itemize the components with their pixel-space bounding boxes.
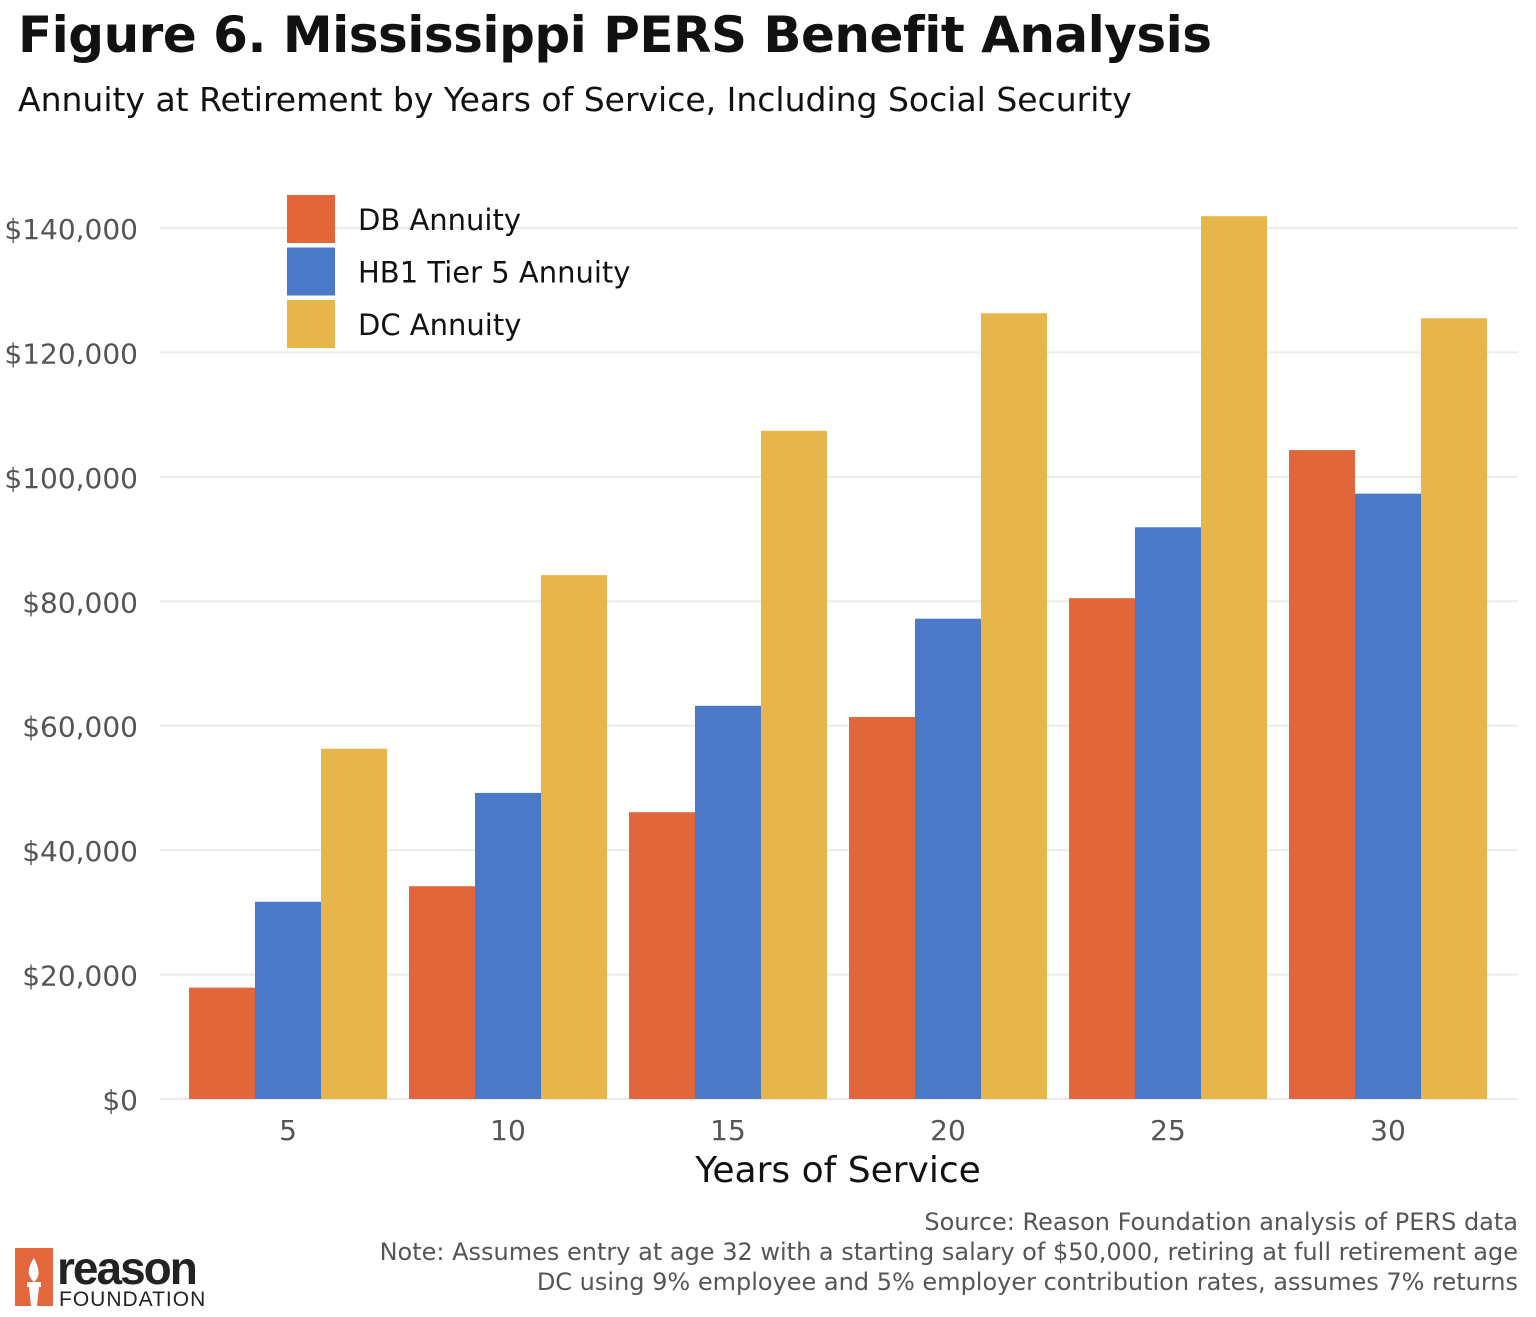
x-tick-label: 10 <box>490 1114 526 1147</box>
bar-hb1-tier-5-annuity-5 <box>255 901 321 1099</box>
y-tick-label: $100,000 <box>4 462 138 495</box>
legend-swatch <box>287 195 335 243</box>
x-tick-label: 25 <box>1150 1114 1186 1147</box>
reason-foundation-logo: reason FOUNDATION <box>15 1244 235 1310</box>
bar-dc-annuity-10 <box>541 575 607 1099</box>
legend-swatch <box>287 300 335 348</box>
logo-subtitle: FOUNDATION <box>59 1288 206 1310</box>
legend-label: DB Annuity <box>358 203 521 237</box>
y-tick-label: $0 <box>102 1084 138 1117</box>
x-tick-label: 30 <box>1370 1114 1406 1147</box>
legend-label: DC Annuity <box>358 308 521 342</box>
legend-label: HB1 Tier 5 Annuity <box>358 256 630 290</box>
bar-hb1-tier-5-annuity-10 <box>475 792 541 1099</box>
y-tick-label: $120,000 <box>4 337 138 370</box>
chart-subtitle: Annuity at Retirement by Years of Servic… <box>18 80 1132 119</box>
y-tick-label: $80,000 <box>22 586 138 619</box>
bar-hb1-tier-5-annuity-15 <box>695 705 761 1099</box>
bar-db-annuity-20 <box>849 717 915 1099</box>
bar-db-annuity-30 <box>1289 450 1355 1100</box>
bar-dc-annuity-20 <box>981 313 1047 1099</box>
x-tick-label: 20 <box>930 1114 966 1147</box>
bar-db-annuity-25 <box>1069 598 1135 1099</box>
y-tick-label: $60,000 <box>22 711 138 744</box>
bar-hb1-tier-5-annuity-30 <box>1355 493 1421 1099</box>
bar-dc-annuity-25 <box>1201 216 1267 1099</box>
bar-dc-annuity-30 <box>1421 318 1487 1100</box>
bar-hb1-tier-5-annuity-20 <box>915 618 981 1099</box>
assumption-note: Note: Assumes entry at age 32 with a sta… <box>379 1238 1518 1266</box>
x-axis-label: Years of Service <box>694 1150 981 1191</box>
chart-title: Figure 6. Mississippi PERS Benefit Analy… <box>18 6 1212 64</box>
bar-dc-annuity-15 <box>761 430 827 1099</box>
bar-db-annuity-10 <box>409 886 475 1099</box>
bar-hb1-tier-5-annuity-25 <box>1135 527 1201 1099</box>
legend-swatch <box>287 247 335 296</box>
source-note: Source: Reason Foundation analysis of PE… <box>924 1208 1518 1236</box>
y-tick-label: $20,000 <box>22 960 138 993</box>
x-tick-label: 5 <box>279 1114 297 1147</box>
bar-dc-annuity-5 <box>321 748 387 1099</box>
logo-wordmark: reason <box>57 1244 196 1294</box>
bar-db-annuity-5 <box>189 987 255 1099</box>
bar-db-annuity-15 <box>629 812 695 1099</box>
y-tick-label: $40,000 <box>22 835 138 868</box>
x-tick-label: 15 <box>710 1114 746 1147</box>
dc-note: DC using 9% employee and 5% employer con… <box>536 1268 1518 1296</box>
y-tick-label: $140,000 <box>4 213 138 246</box>
torch-icon: reason FOUNDATION <box>15 1244 206 1310</box>
